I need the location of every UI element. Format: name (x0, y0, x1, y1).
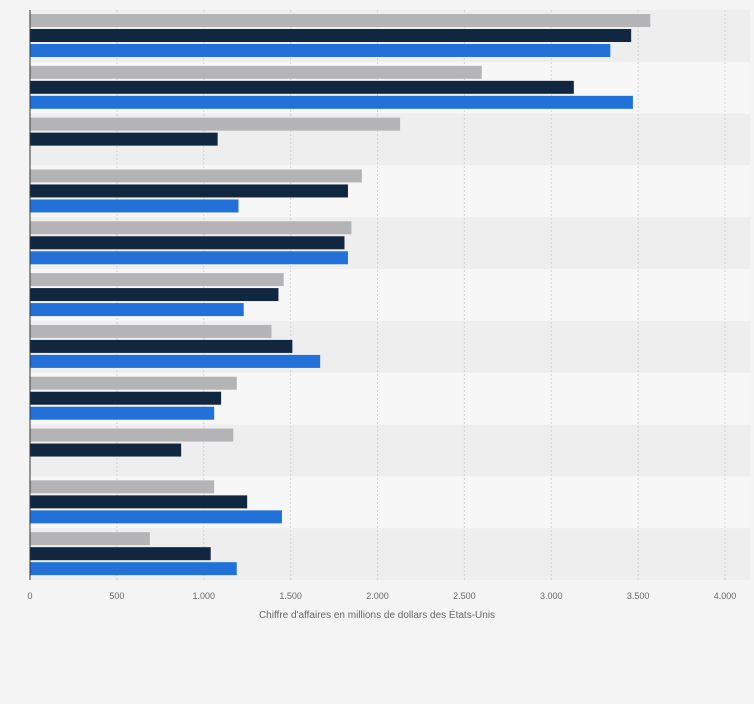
bar-series-1-category-3[interactable] (30, 117, 401, 131)
bar-series-3-category-2[interactable] (30, 95, 633, 109)
bar-series-2-category-7[interactable] (30, 339, 293, 353)
bar-series-3-category-5[interactable] (30, 251, 348, 265)
bar-series-3-category-7[interactable] (30, 354, 321, 368)
bar-series-2-category-11[interactable] (30, 547, 211, 561)
x-tick-label: 0 (27, 591, 32, 601)
x-tick-label: 3.000 (540, 591, 563, 601)
bar-series-3-category-6[interactable] (30, 303, 244, 317)
bar-series-1-category-9[interactable] (30, 428, 234, 442)
bar-series-1-category-4[interactable] (30, 169, 362, 183)
bar-series-2-category-9[interactable] (30, 443, 182, 457)
bar-series-2-category-10[interactable] (30, 495, 248, 509)
bar-series-2-category-8[interactable] (30, 391, 222, 405)
bar-series-2-category-2[interactable] (30, 80, 574, 94)
bar-series-1-category-8[interactable] (30, 376, 237, 390)
bar-series-2-category-3[interactable] (30, 132, 218, 146)
bar-series-3-category-10[interactable] (30, 510, 282, 524)
x-tick-label: 3.500 (627, 591, 650, 601)
bar-series-1-category-2[interactable] (30, 65, 482, 79)
x-tick-label: 1.500 (279, 591, 302, 601)
bar-series-2-category-5[interactable] (30, 236, 345, 250)
x-tick-labels: 0 500 1.000 1.500 2.000 2.500 3.000 3.500 4.000 (27, 591, 736, 601)
bar-series-1-category-11[interactable] (30, 532, 150, 546)
bars (30, 14, 651, 576)
x-tick-label: 2.500 (453, 591, 476, 601)
bar-series-3-category-4[interactable] (30, 199, 239, 213)
bar-series-1-category-5[interactable] (30, 221, 352, 235)
bar-series-1-category-1[interactable] (30, 14, 651, 27)
bar-series-1-category-10[interactable] (30, 480, 215, 494)
x-tick-label: 1.000 (192, 591, 215, 601)
bar-series-2-category-1[interactable] (30, 29, 632, 42)
x-tick-label: 4.000 (714, 591, 737, 601)
bar-series-2-category-6[interactable] (30, 288, 279, 302)
bar-series-3-category-1[interactable] (30, 44, 611, 57)
x-tick-label: 2.000 (366, 591, 389, 601)
bar-series-2-category-4[interactable] (30, 184, 348, 198)
x-axis-label: Chiffre d'affaires en millions de dollar… (259, 608, 495, 621)
bar-series-3-category-8[interactable] (30, 406, 215, 420)
bar-series-3-category-11[interactable] (30, 562, 237, 576)
x-tick-label: 500 (109, 591, 124, 601)
bar-series-1-category-6[interactable] (30, 273, 284, 287)
bar-series-1-category-7[interactable] (30, 324, 272, 338)
